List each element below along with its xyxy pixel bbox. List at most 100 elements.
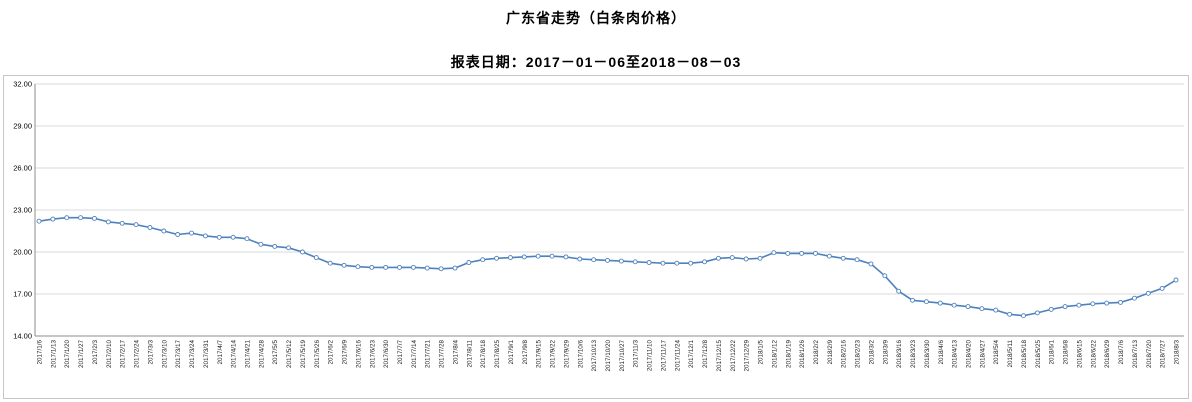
data-point	[715, 255, 721, 261]
data-point	[105, 219, 111, 225]
data-point	[258, 241, 264, 247]
data-point	[591, 257, 597, 263]
x-tick-label: 2017/11/3	[633, 340, 640, 368]
data-point	[660, 260, 666, 266]
x-tick-label: 2018/8/3	[1174, 340, 1181, 365]
x-tick-label: 2017/11/24	[674, 340, 681, 372]
data-point	[854, 257, 860, 263]
data-point	[1076, 302, 1082, 308]
x-tick-label: 2017/3/17	[175, 340, 182, 369]
data-point	[702, 259, 708, 265]
data-point	[244, 236, 250, 242]
x-tick-label: 2017/7/7	[397, 340, 404, 365]
data-point	[300, 249, 305, 255]
x-tick-label: 2018/4/6	[938, 340, 945, 365]
data-point	[189, 230, 194, 236]
data-point	[383, 264, 389, 270]
data-point	[1062, 304, 1068, 310]
x-tick-label: 2018/4/27	[979, 340, 986, 369]
y-tick-label: 29.00	[13, 122, 32, 131]
x-tick-label: 2017/5/26	[314, 340, 321, 369]
x-tick-label: 2017/5/19	[300, 340, 307, 369]
data-point	[161, 228, 167, 234]
data-point	[674, 260, 680, 266]
data-point	[78, 215, 84, 221]
x-tick-label: 2017/3/24	[189, 340, 196, 369]
data-point	[1104, 300, 1110, 306]
x-tick-label: 2017/11/10	[647, 340, 654, 372]
x-tick-label: 2018/3/16	[896, 340, 903, 369]
data-point	[965, 304, 971, 310]
x-tick-label: 2017/7/14	[411, 340, 418, 369]
y-tick-label: 14.00	[13, 332, 32, 341]
data-point	[466, 260, 472, 265]
data-point	[286, 245, 292, 251]
data-point	[646, 260, 652, 265]
data-point	[937, 300, 943, 306]
x-tick-label: 2017/11/17	[660, 340, 667, 372]
x-tick-label: 2017/2/24	[134, 340, 141, 369]
data-point	[230, 234, 236, 240]
x-tick-label: 2017/6/2	[328, 340, 335, 365]
x-tick-label: 2018/4/20	[966, 340, 973, 369]
x-tick-label: 2018/6/22	[1090, 340, 1097, 369]
x-tick-label: 2018/1/12	[771, 340, 778, 369]
x-tick-label: 2017/4/21	[244, 340, 251, 369]
data-point	[1118, 299, 1123, 305]
data-point	[563, 254, 569, 260]
data-point	[771, 250, 777, 256]
data-point	[397, 264, 402, 270]
data-point	[438, 266, 444, 272]
data-point	[826, 253, 832, 259]
x-tick-label: 2018/1/26	[799, 340, 806, 369]
data-point	[355, 264, 361, 270]
x-tick-label: 2017/1/20	[64, 340, 71, 369]
data-point	[743, 256, 749, 262]
x-tick-label: 2018/4/13	[952, 340, 959, 369]
chart-svg: 14.00 17.00 20.00 23.00 26.00 29.00 32.00 2017/…	[13, 80, 1184, 372]
x-tick-label: 2018/3/2	[868, 340, 875, 365]
y-tick-label: 17.00	[13, 290, 32, 299]
price-line	[38, 216, 1177, 317]
x-tick-label: 2017/8/11	[466, 340, 473, 368]
data-point	[535, 253, 541, 259]
data-point	[993, 307, 999, 313]
data-point	[1021, 313, 1026, 319]
y-tick-label: 20.00	[13, 248, 32, 257]
x-tick-label: 2017/12/8	[702, 340, 709, 369]
data-point	[480, 257, 486, 263]
x-tick-label: 2018/5/11	[1007, 340, 1014, 368]
x-tick-label: 2017/12/29	[744, 340, 751, 372]
x-tick-label: 2018/7/27	[1160, 340, 1167, 369]
x-tick-label: 2017/1/27	[78, 340, 85, 369]
x-tick-label: 2017/1/6	[37, 340, 44, 365]
data-point	[923, 299, 929, 305]
x-tick-label: 2017/8/18	[480, 340, 487, 369]
x-tick-label: 2017/12/15	[716, 340, 723, 372]
x-tick-label: 2018/5/18	[1021, 340, 1028, 369]
x-tick-label: 2018/2/2	[813, 340, 820, 365]
data-point	[147, 225, 153, 230]
data-point	[36, 218, 42, 224]
x-tick-label: 2017/6/16	[355, 340, 362, 369]
x-tick-label: 2017/5/12	[286, 340, 293, 369]
x-tick-label: 2018/7/6	[1118, 340, 1125, 365]
data-point	[868, 261, 874, 267]
data-point	[341, 262, 347, 268]
x-tick-label: 2017/3/10	[161, 340, 168, 369]
data-point	[424, 265, 430, 271]
data-point	[1007, 311, 1013, 317]
x-tick-label: 2017/9/8	[522, 340, 529, 365]
x-tick-label: 2017/4/7	[217, 340, 224, 365]
x-tick-label: 2018/5/25	[1035, 340, 1042, 369]
data-point	[216, 234, 222, 240]
data-point	[494, 255, 500, 261]
data-point	[785, 250, 791, 256]
x-tick-label: 2017/2/3	[92, 340, 99, 365]
data-point	[369, 264, 375, 270]
data-point	[119, 220, 125, 226]
data-point	[175, 232, 181, 237]
x-tick-label: 2017/4/28	[258, 340, 265, 369]
x-tick-label: 2018/2/16	[841, 340, 848, 369]
report-date-subtitle: 报表日期：2017－01－06至2018－08－03	[450, 54, 742, 70]
